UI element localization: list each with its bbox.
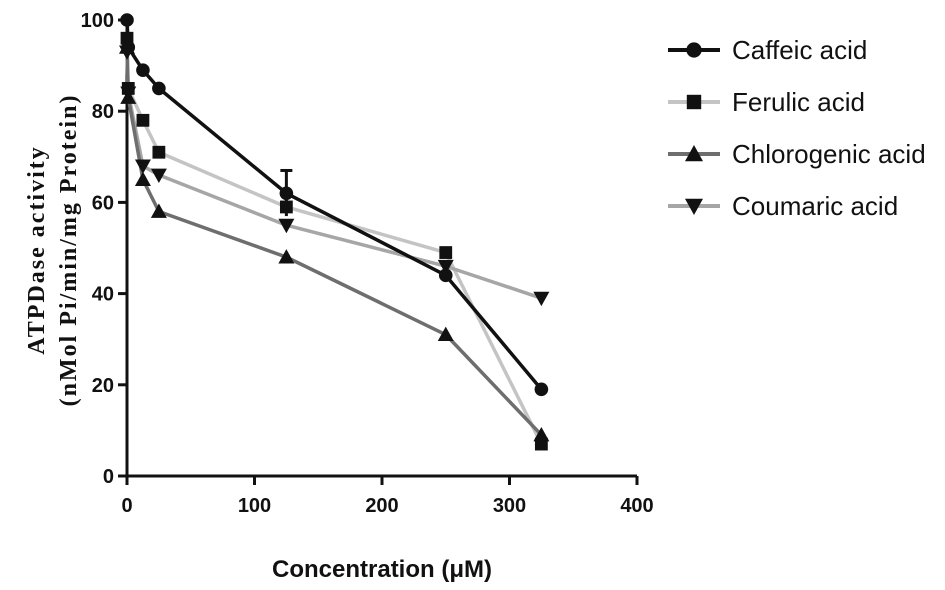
data-point-coumaric-acid: [437, 259, 454, 275]
data-point-caffeic-acid: [438, 268, 453, 283]
y-axis-title-line2: (nMol Pi/min/mg Protein): [56, 94, 82, 407]
legend-marker-coumaric-acid: [685, 198, 703, 215]
axes: [125, 20, 637, 478]
legend-label-caffeic-acid: Caffeic acid: [732, 35, 867, 65]
data-point-ferulic-acid: [279, 200, 293, 214]
data-point-coumaric-acid: [533, 291, 550, 307]
data-point-caffeic-acid: [121, 40, 136, 55]
data-point-ferulic-acid: [439, 246, 453, 259]
y-tick-label: 20: [92, 375, 114, 397]
series-line-ferulic-acid: [125, 38, 543, 445]
legend-marker-ferulic-acid: [686, 94, 702, 110]
data-point-caffeic-acid: [120, 13, 134, 27]
data-point-caffeic-acid: [136, 63, 150, 77]
data-point-chlorogenic-acid: [150, 203, 167, 218]
x-tick-label: 100: [238, 495, 271, 517]
x-tick-label: 200: [365, 495, 398, 517]
series-line-caffeic-acid: [125, 19, 543, 391]
data-point-ferulic-acid: [136, 113, 150, 127]
y-tick-label: 80: [92, 101, 114, 123]
y-tick-label: 100: [81, 10, 114, 32]
data-point-coumaric-acid: [278, 218, 295, 234]
data-point-chlorogenic-acid: [120, 89, 137, 104]
legend-label-ferulic-acid: Ferulic acid: [732, 87, 865, 117]
markers: [119, 13, 550, 451]
y-tick-label: 40: [92, 284, 114, 306]
legend: Caffeic acid Ferulic acid Chlorogenic acid…: [668, 35, 926, 221]
legend-marker-caffeic-acid: [686, 42, 702, 58]
data-point-chlorogenic-acid: [134, 171, 151, 186]
data-point-chlorogenic-acid: [278, 249, 295, 264]
x-axis-title: Concentration (μM): [272, 556, 492, 583]
series-line-chlorogenic-acid: [125, 47, 543, 437]
data-point-coumaric-acid: [134, 159, 151, 174]
data-point-caffeic-acid: [152, 81, 166, 96]
data-point-caffeic-acid: [279, 186, 294, 201]
y-tick-label: 0: [103, 466, 114, 488]
legend-label-coumaric-acid: Coumaric acid: [732, 191, 898, 221]
x-tick-label: 0: [121, 495, 132, 517]
data-point-chlorogenic-acid: [533, 426, 550, 442]
x-tick-label: 400: [620, 495, 653, 517]
series-line-coumaric-acid: [125, 51, 542, 300]
legend-marker-chlorogenic-acid: [685, 145, 703, 162]
y-tick-label: 60: [92, 192, 114, 214]
data-point-ferulic-acid: [152, 145, 166, 159]
data-point-chlorogenic-acid: [437, 326, 454, 342]
ticks: 0 20 40 60 80 100 0 100 200 300 400: [81, 10, 654, 517]
legend-label-chlorogenic-acid: Chlorogenic acid: [732, 139, 926, 169]
data-point-caffeic-acid: [534, 382, 549, 397]
x-tick-label: 300: [493, 495, 526, 517]
series: [125, 19, 543, 445]
data-point-coumaric-acid: [150, 168, 167, 184]
y-axis-title-line1: ATPDase activity: [24, 145, 50, 355]
